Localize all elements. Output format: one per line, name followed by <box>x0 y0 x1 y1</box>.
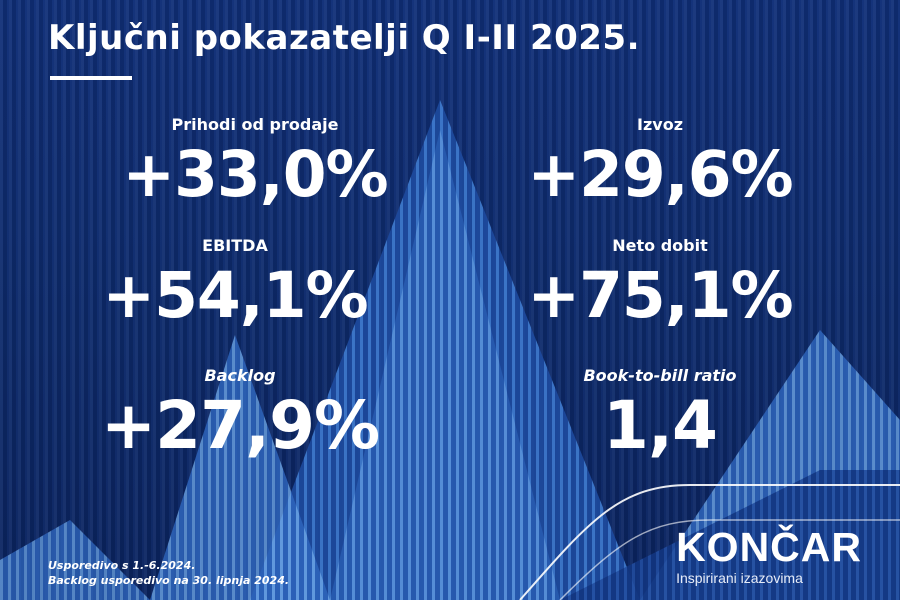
page-title: Ključni pokazatelji Q I-II 2025. <box>48 18 640 58</box>
metric-net-profit: Neto dobit +75,1% <box>490 236 830 332</box>
footnotes: Usporedivo s 1.-6.2024. Backlog usporedi… <box>48 558 289 588</box>
metric-book-to-bill: Book-to-bill ratio 1,4 <box>490 366 830 462</box>
metric-value: +54,1% <box>102 259 368 332</box>
footnote-line: Usporedivo s 1.-6.2024. <box>48 559 196 572</box>
metric-value: +29,6% <box>527 138 793 211</box>
metric-value: +33,0% <box>122 138 388 211</box>
metric-ebitda: EBITDA +54,1% <box>65 236 405 332</box>
company-logo: KONČAR Inspirirani izazovima <box>676 526 862 586</box>
metric-sales-revenue: Prihodi od prodaje +33,0% <box>85 115 425 211</box>
metric-label: Neto dobit <box>612 236 708 255</box>
metric-label: Book-to-bill ratio <box>583 366 737 385</box>
metric-label: Prihodi od prodaje <box>171 115 339 134</box>
metric-backlog: Backlog +27,9% <box>70 366 410 462</box>
metric-label: Izvoz <box>637 115 683 134</box>
metric-value: +75,1% <box>527 259 793 332</box>
metric-value: 1,4 <box>603 387 718 464</box>
metric-label: EBITDA <box>202 236 268 255</box>
title-underline <box>50 76 132 80</box>
metric-export: Izvoz +29,6% <box>490 115 830 211</box>
metric-label: Backlog <box>204 366 276 385</box>
footnote-line: Backlog usporedivo na 30. lipnja 2024. <box>48 574 290 587</box>
metric-value: +27,9% <box>100 387 380 464</box>
logo-wordmark: KONČAR <box>676 524 862 570</box>
logo-tagline: Inspirirani izazovima <box>676 570 803 586</box>
